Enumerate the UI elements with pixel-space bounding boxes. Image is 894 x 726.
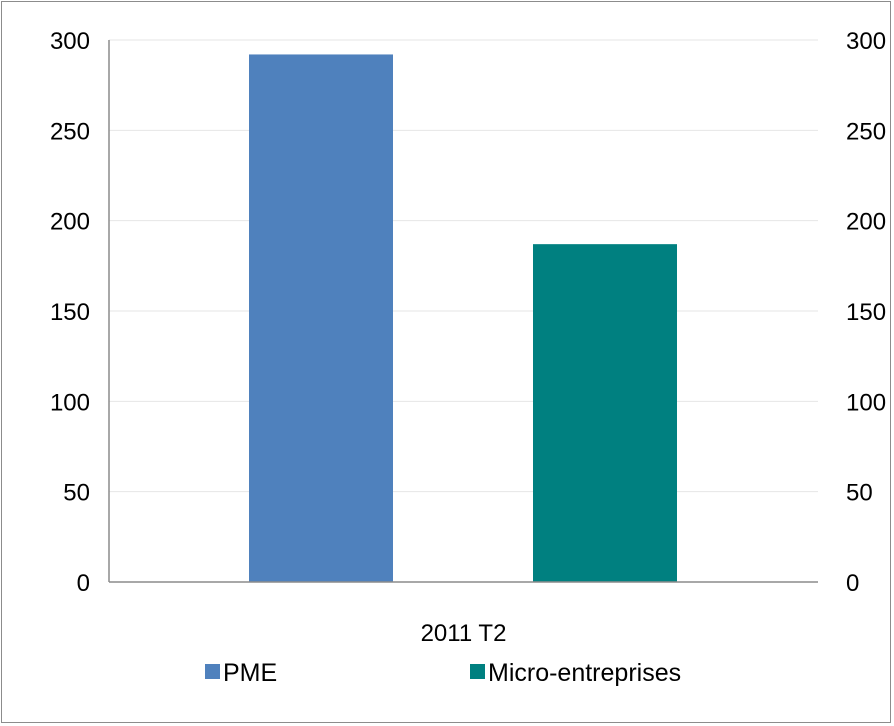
y-tick-label-left: 50 bbox=[63, 480, 90, 507]
legend: PME Micro-entreprises bbox=[205, 659, 681, 687]
bar-micro-entreprises bbox=[533, 244, 677, 583]
y-tick-label-left: 0 bbox=[77, 570, 90, 597]
y-tick-label-right: 300 bbox=[846, 28, 886, 55]
y-tick-label-right: 150 bbox=[846, 299, 886, 326]
y-tick-label-right: 0 bbox=[846, 570, 859, 597]
y-tick-label-left: 250 bbox=[50, 118, 90, 145]
bar-pme bbox=[249, 54, 393, 583]
legend-label: PME bbox=[223, 659, 277, 687]
x-category-label: 2011 T2 bbox=[421, 620, 507, 647]
y-tick-label-left: 100 bbox=[50, 389, 90, 416]
y-tick-label-left: 200 bbox=[50, 209, 90, 236]
bars bbox=[249, 54, 677, 583]
y-tick-label-right: 100 bbox=[846, 389, 886, 416]
y-axis-left-ticks: 0 50 100 150 200 250 300 bbox=[50, 28, 90, 597]
y-tick-label-left: 150 bbox=[50, 299, 90, 326]
gridlines bbox=[109, 39, 818, 493]
legend-swatch bbox=[470, 664, 485, 679]
y-axis-right-ticks: 0 50 100 150 200 250 300 bbox=[846, 28, 886, 597]
y-tick-label-left: 300 bbox=[50, 28, 90, 55]
y-tick-label-right: 250 bbox=[846, 118, 886, 145]
legend-label: Micro-entreprises bbox=[488, 659, 681, 687]
y-tick-label-right: 200 bbox=[846, 209, 886, 236]
legend-swatch bbox=[205, 664, 220, 679]
y-tick-label-right: 50 bbox=[846, 480, 873, 507]
